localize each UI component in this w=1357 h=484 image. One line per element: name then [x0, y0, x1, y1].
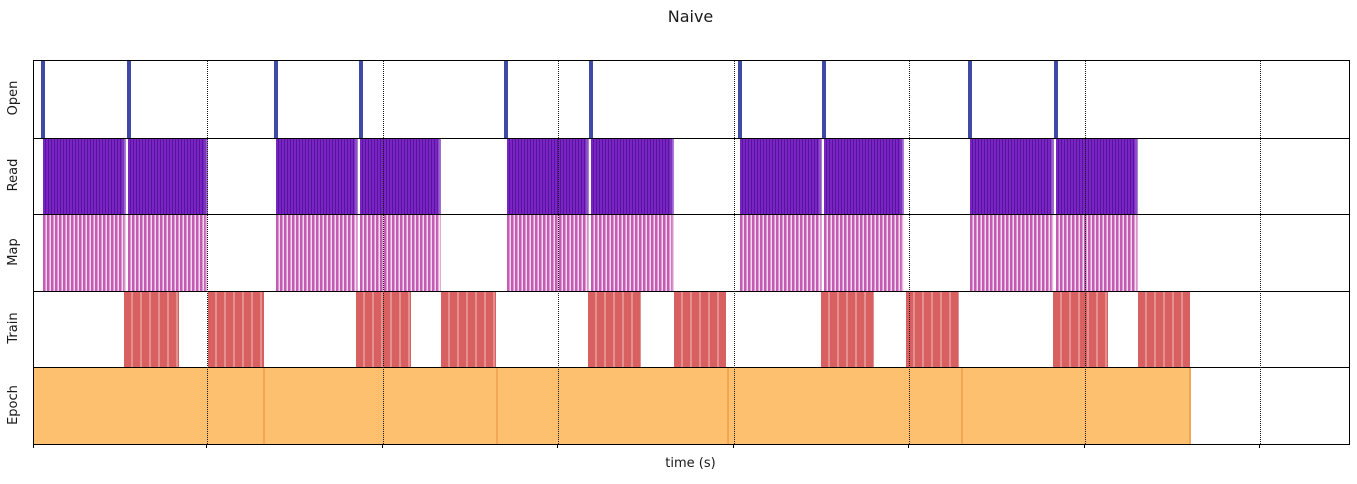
open-bar — [127, 61, 131, 138]
x-axis-tick — [206, 444, 207, 448]
map-bar — [824, 214, 904, 291]
x-gridline — [734, 61, 735, 444]
read-bar — [507, 137, 589, 215]
read-bar — [824, 137, 904, 215]
read-bar — [970, 137, 1054, 215]
open-bar — [589, 61, 593, 138]
row-label-train: Train — [6, 312, 21, 344]
epoch-bar — [729, 367, 963, 444]
train-bar — [821, 290, 874, 368]
x-axis-tick — [382, 444, 383, 448]
read-bar — [42, 137, 126, 215]
epoch-bar — [34, 367, 265, 444]
train-bar — [124, 290, 179, 368]
row-divider — [34, 214, 1349, 216]
map-bar — [42, 214, 126, 291]
map-bar — [128, 214, 208, 291]
map-bar — [360, 214, 441, 291]
open-bar — [359, 61, 363, 138]
x-axis-label: time (s) — [665, 456, 716, 471]
map-bar — [276, 214, 358, 291]
open-bar — [738, 61, 742, 138]
x-axis-tick — [1259, 444, 1260, 448]
train-bar — [1053, 290, 1108, 368]
x-axis-tick — [733, 444, 734, 448]
x-axis-tick — [1084, 444, 1085, 448]
open-bar — [274, 61, 278, 138]
row-label-open: Open — [6, 80, 21, 116]
row-divider — [34, 367, 1349, 369]
read-bar — [128, 137, 208, 215]
train-bar — [906, 290, 959, 368]
x-axis-tick — [908, 444, 909, 448]
map-bar — [740, 214, 822, 291]
chart-title: Naive — [667, 7, 714, 26]
x-axis-tick — [557, 444, 558, 448]
plot-area — [33, 60, 1350, 445]
epoch-bar — [498, 367, 729, 444]
row-label-map: Map — [6, 237, 21, 266]
open-bar — [1054, 61, 1058, 138]
epoch-bar — [265, 367, 498, 444]
x-axis-tick — [33, 444, 34, 448]
read-bar — [1055, 137, 1138, 215]
x-gridline — [383, 61, 384, 444]
row-divider — [34, 137, 1349, 139]
open-bar — [40, 61, 45, 138]
map-bar — [591, 214, 674, 291]
train-bar — [588, 290, 641, 368]
train-bar — [1138, 290, 1190, 368]
open-bar — [822, 61, 826, 138]
x-gridline — [1085, 61, 1086, 444]
x-gridline — [1260, 61, 1261, 444]
open-bar — [968, 61, 972, 138]
read-bar — [740, 137, 822, 215]
train-bar — [674, 290, 726, 368]
map-bar — [970, 214, 1054, 291]
x-gridline — [207, 61, 208, 444]
train-bar — [441, 290, 496, 368]
x-gridline — [558, 61, 559, 444]
row-divider — [34, 290, 1349, 292]
open-bar — [504, 61, 508, 138]
train-bar — [208, 290, 264, 368]
read-bar — [276, 137, 358, 215]
read-bar — [360, 137, 441, 215]
map-bar — [1055, 214, 1138, 291]
row-label-read: Read — [6, 158, 21, 192]
row-label-epoch: Epoch — [6, 384, 21, 425]
epoch-bar — [963, 367, 1191, 444]
x-gridline — [909, 61, 910, 444]
map-bar — [507, 214, 589, 291]
read-bar — [591, 137, 674, 215]
